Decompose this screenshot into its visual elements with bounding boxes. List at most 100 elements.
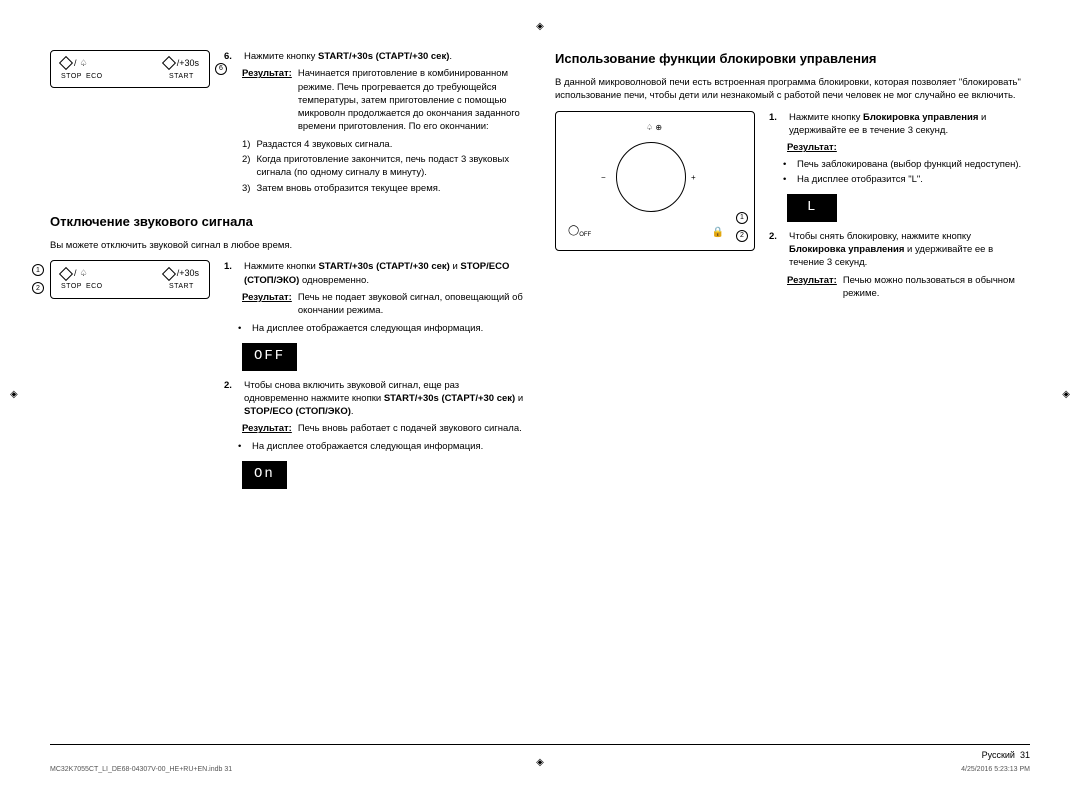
plus: + [691,172,696,183]
circle-2: 2 [32,282,44,294]
off-icon: ◯OFF [568,224,591,239]
reg-mark-left: ◈ [10,388,18,402]
ss2-rt: Печь вновь работает с подачей звукового … [298,422,522,435]
stop-icon2 [59,267,73,281]
circle-1: 1 [32,264,44,276]
r1-num: 1. [769,111,783,138]
s6-b: START/+30s (СТАРТ/+30 сек) [318,51,449,62]
start-icon2 [162,267,176,281]
eco-label2: ECO [86,282,103,292]
step-num-6: 6. [224,50,238,63]
eco-icon2: ♤ [80,267,88,280]
footer-line [50,744,1030,745]
main-columns: / ♤ STOP ECO /+30s START 6 [50,50,1030,513]
s6-t: Нажмите кнопку [244,51,318,62]
reg-mark-top: ◈ [536,20,544,34]
right-column: Использование функции блокировки управле… [555,50,1030,513]
sl2n: 2) [242,153,250,180]
step6-row: / ♤ STOP ECO /+30s START 6 [50,50,525,197]
minus: − [601,172,606,183]
ss1-t3: одновременно. [299,275,369,286]
ss1-b1: START/+30s (СТАРТ/+30 сек) [318,261,449,272]
ss2-d: • [238,440,246,453]
lock-panel: ♤ ⊕ − + ◯OFF 🔒 1 2 [555,111,755,251]
display-L: L [787,194,837,222]
eco-label: ECO [86,72,103,82]
r2-t1: Чтобы снять блокировку, нажмите кнопку [789,231,971,242]
ss1-text: Нажмите кнопки START/+30s (СТАРТ/+30 сек… [244,260,525,287]
r1-rl: Результат: [787,142,837,153]
s6-sublist: 1) Раздастся 4 звуковых сигнала. 2)Когда … [242,138,525,195]
ss1-d: • [238,322,246,335]
ss2-num: 2. [224,379,238,419]
reg-mark-bottom: ◈ [536,756,544,770]
r2-text: Чтобы снять блокировку, нажмите кнопку Б… [789,230,1030,270]
footer-page: Русский 31 [982,749,1030,762]
ss2-text: Чтобы снова включить звуковой сигнал, ещ… [244,379,525,419]
footer-lang: Русский [982,750,1015,760]
sound-row1: / ♤ STOP ECO /+30s START [50,260,525,496]
lock-title: Использование функции блокировки управле… [555,50,1030,68]
r2-num: 2. [769,230,783,270]
r1-d2: • [783,173,791,186]
panel-sound: / ♤ STOP ECO /+30s START [50,260,210,298]
eco-icon: ♤ [80,57,88,70]
footer-file: MC32K7055CT_LI_DE68-04307V-00_HE+RU+EN.i… [50,765,232,775]
sl2: Когда приготовление закончится, печь под… [256,153,525,180]
footer-ts: 4/25/2016 5:23:13 PM [961,765,1030,775]
sound-off-title: Отключение звукового сигнала [50,213,525,231]
s6-result-text: Начинается приготовление в комбинированн… [298,67,525,133]
slash2: / [74,267,77,280]
sl3n: 3) [242,182,250,195]
lock-n2: 2 [736,230,748,242]
sl1n: 1) [242,138,250,151]
start-label2: START [169,282,194,292]
display-off: OFF [242,343,297,371]
sound-intro: Вы можете отключить звуковой сигнал в лю… [50,239,525,252]
ss1-t1: Нажмите кнопки [244,261,318,272]
start-label: START [169,72,194,82]
stop-icon [59,56,73,70]
r2-rl: Результат: [787,274,837,301]
r1-bt1: Печь заблокирована (выбор функций недост… [797,158,1021,171]
ss2-b2: STOP/ECO (СТОП/ЭКО) [244,406,351,417]
panel-step6: / ♤ STOP ECO /+30s START 6 [50,50,210,88]
ss1-rt: Печь не подает звуковой сигнал, оповещаю… [298,291,525,318]
r1-bl: • Печь заблокирована (выбор функций недос… [783,158,1030,187]
ss1-bt: На дисплее отображается следующая информ… [252,322,483,335]
display-on: On [242,461,287,489]
r1-d1: • [783,158,791,171]
ss1-num: 1. [224,260,238,287]
stop-label: STOP [61,72,82,82]
start-icon [162,56,176,70]
s6-result-label: Результат: [242,67,292,133]
ss1-rl: Результат: [242,291,292,318]
lock-steps: 1. Нажмите кнопку Блокировка управления … [769,111,1030,305]
ss1-t2: и [450,261,461,272]
sl1: Раздастся 4 звуковых сигнала. [256,138,392,151]
lock-section: ♤ ⊕ − + ◯OFF 🔒 1 2 1. Нажмите кнопку Бло… [555,111,1030,305]
ss2-b1: START/+30s (СТАРТ/+30 сек) [384,393,515,404]
stop-label2: STOP [61,282,82,292]
s6-p: . [449,51,452,62]
lock-intro: В данной микроволновой печи есть встроен… [555,76,1030,103]
reg-mark-right: ◈ [1062,388,1070,402]
dial [616,142,686,212]
circle-6: 6 [215,63,227,75]
ss2-bt: На дисплее отображается следующая информ… [252,440,483,453]
plus30-label2: /+30s [177,267,199,280]
plus30-label: /+30s [177,57,199,70]
r1-b1: Блокировка управления [863,112,978,123]
r2-b1: Блокировка управления [789,244,904,255]
step6-text: 6. Нажмите кнопку START/+30s (СТАРТ/+30 … [224,50,525,197]
r1-bt2: На дисплее отобразится "L". [797,173,923,186]
slash: / [74,57,77,70]
sl3: Затем вновь отобразится текущее время. [256,182,440,195]
lock-glyph: 🔒 [712,226,724,240]
r2-rt: Печью можно пользоваться в обычном режим… [843,274,1030,301]
left-column: / ♤ STOP ECO /+30s START 6 [50,50,525,513]
footer-pagenum: 31 [1020,750,1030,760]
step6-line: Нажмите кнопку START/+30s (СТАРТ/+30 сек… [244,50,452,63]
top-icons: ♤ ⊕ [646,122,662,133]
ss2-t3: . [351,406,354,417]
